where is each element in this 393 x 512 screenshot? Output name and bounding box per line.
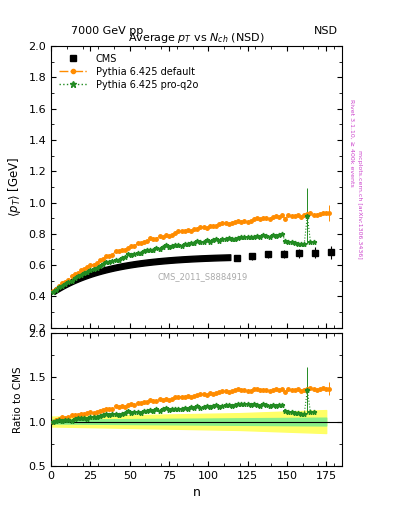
Text: CMS_2011_S8884919: CMS_2011_S8884919 <box>157 272 248 282</box>
Y-axis label: Ratio to CMS: Ratio to CMS <box>13 366 23 433</box>
Text: Rivet 3.1.10, ≥ 400k events: Rivet 3.1.10, ≥ 400k events <box>349 99 354 187</box>
X-axis label: n: n <box>193 486 200 499</box>
Text: 7000 GeV pp: 7000 GeV pp <box>71 26 143 36</box>
Legend: CMS, Pythia 6.425 default, Pythia 6.425 pro-q2o: CMS, Pythia 6.425 default, Pythia 6.425 … <box>56 51 201 93</box>
Text: NSD: NSD <box>314 26 338 36</box>
Text: mcplots.cern.ch [arXiv:1306.3436]: mcplots.cern.ch [arXiv:1306.3436] <box>357 151 362 259</box>
Y-axis label: $\langle p_T \rangle$ [GeV]: $\langle p_T \rangle$ [GeV] <box>6 157 23 217</box>
Title: Average $p_T$ vs $N_{ch}$ (NSD): Average $p_T$ vs $N_{ch}$ (NSD) <box>128 31 265 45</box>
